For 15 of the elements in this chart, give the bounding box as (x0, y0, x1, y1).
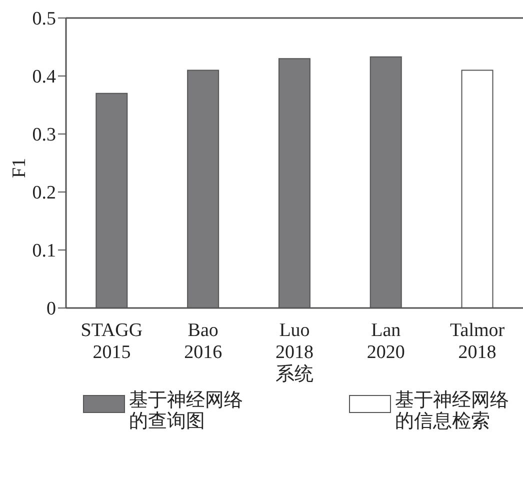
x-tick-label: Luo 2018 (276, 320, 314, 363)
y-tick-label: 0 (46, 298, 56, 320)
legend-label: 基于神经网络的信息检索 (395, 390, 510, 432)
y-axis-title: F1 (8, 158, 31, 178)
y-tick-label: 0.5 (32, 8, 56, 30)
x-tick-label: STAGG 2015 (80, 320, 143, 363)
x-tick-label: Talmor 2018 (450, 320, 506, 363)
x-tick-label: Bao 2016 (184, 320, 222, 363)
y-tick-label: 0.3 (32, 124, 56, 146)
y-tick-label: 0.4 (32, 66, 56, 88)
legend-label: 基于神经网络的查询图 (129, 390, 244, 432)
y-tick-label: 0.1 (32, 240, 56, 262)
y-tick-label: 0.2 (32, 182, 56, 204)
x-tick-label: Lan 2020 (366, 320, 405, 363)
x-axis-title: 系统 (274, 364, 314, 386)
